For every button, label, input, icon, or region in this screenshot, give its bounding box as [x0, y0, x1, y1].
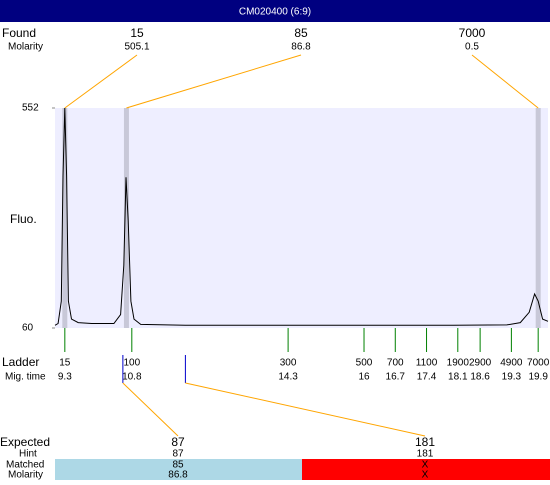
- y-tick-label: 60: [22, 323, 34, 334]
- y-tick-label: 552: [22, 103, 39, 114]
- ladder-time: 10.8: [122, 372, 142, 383]
- molarity-value: X: [422, 470, 429, 480]
- expected-size: 181: [415, 435, 435, 449]
- molarity-value: 86.8: [168, 470, 188, 480]
- match-bar: [302, 459, 550, 480]
- found-size: 7000: [459, 26, 486, 40]
- hint-value: 181: [417, 449, 434, 460]
- found-size: 15: [130, 26, 144, 40]
- found-molarity: 0.5: [465, 42, 479, 53]
- y-axis-label: Fluo.: [10, 212, 37, 226]
- mig-time-label: Mig. time: [5, 372, 46, 383]
- peak-highlight: [535, 108, 541, 328]
- ladder-time: 19.3: [502, 372, 522, 383]
- expected-connector: [185, 382, 426, 437]
- ladder-size: 500: [356, 358, 373, 369]
- matched-value: 85: [172, 460, 184, 471]
- title: CM020400 (6:9): [239, 7, 311, 18]
- found-connector: [471, 54, 539, 109]
- ladder-time: 18.6: [470, 372, 490, 383]
- ladder-time: 14.3: [278, 372, 298, 383]
- ladder-size: 4900: [500, 358, 523, 369]
- ladder-time: 19.9: [528, 372, 548, 383]
- ladder-time: 16: [358, 372, 370, 383]
- found-size: 85: [294, 26, 308, 40]
- matched-value: X: [422, 460, 429, 471]
- hint-label: Hint: [19, 449, 37, 460]
- peak-highlight: [62, 108, 68, 328]
- ladder-size: 700: [387, 358, 404, 369]
- ladder-label: Ladder: [2, 355, 39, 369]
- expected-molarity-label: Molarity: [8, 470, 43, 480]
- found-label: Found: [2, 26, 36, 40]
- ladder-time: 17.4: [417, 372, 437, 383]
- ladder-size: 300: [280, 358, 297, 369]
- found-molarity: 505.1: [124, 42, 149, 53]
- title-bar: [0, 0, 550, 22]
- ladder-size: 15: [59, 358, 71, 369]
- found-connector: [126, 54, 302, 109]
- expected-label: Expected: [0, 435, 50, 449]
- expected-size: 87: [171, 435, 185, 449]
- expected-connector: [122, 382, 179, 437]
- ladder-size: 100: [123, 358, 140, 369]
- peak-highlight: [123, 108, 129, 328]
- ladder-size: 1900: [447, 358, 470, 369]
- ladder-size: 2900: [469, 358, 492, 369]
- match-bar: [55, 459, 302, 480]
- found-molarity: 86.8: [291, 42, 311, 53]
- found-connector: [64, 54, 138, 109]
- ladder-time: 9.3: [58, 372, 72, 383]
- ladder-time: 18.1: [448, 372, 468, 383]
- hint-value: 87: [172, 449, 184, 460]
- ladder-size: 1100: [416, 358, 438, 369]
- ladder-time: 16.7: [386, 372, 406, 383]
- trace: [54, 107, 549, 326]
- ladder-size: 7000: [527, 358, 550, 369]
- found-molarity-label: Molarity: [8, 42, 43, 53]
- matched-label: Matched: [6, 460, 44, 471]
- plot-area: [55, 108, 548, 328]
